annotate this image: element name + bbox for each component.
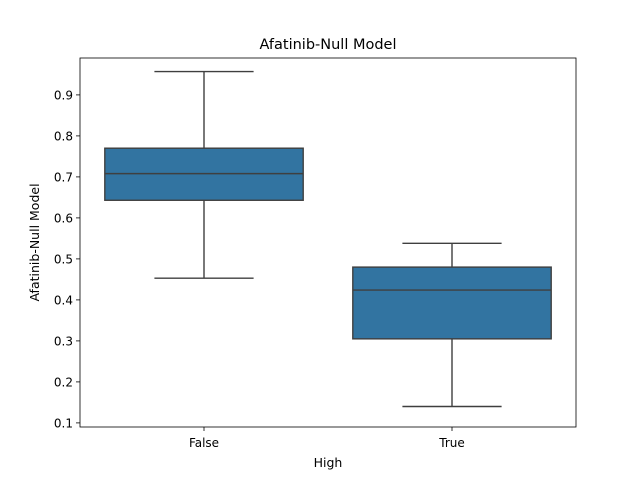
y-tick-label: 0.2 [54, 375, 73, 389]
plot-frame [79, 57, 577, 428]
x-tick-label: True [438, 436, 465, 450]
x-axis-ticks: False True [189, 427, 465, 450]
y-tick-label: 0.5 [54, 252, 73, 266]
interquartile-box [352, 266, 552, 340]
y-tick-label: 0.6 [54, 211, 73, 225]
y-tick-label: 0.7 [54, 170, 73, 184]
chart-title: Afatinib-Null Model [260, 37, 397, 53]
x-axis-label: High [314, 455, 343, 470]
y-tick-label: 0.1 [54, 416, 73, 430]
y-axis-ticks: 0.1 0.2 0.3 0.4 0.5 0.6 0.7 0.8 0.9 [54, 88, 80, 430]
y-tick-label: 0.8 [54, 129, 73, 143]
x-tick-label: False [189, 436, 219, 450]
plot-marks [104, 70, 552, 408]
y-tick-label: 0.3 [54, 334, 73, 348]
y-tick-label: 0.4 [54, 293, 73, 307]
box-true [352, 242, 552, 408]
y-tick-label: 0.9 [54, 88, 73, 102]
y-axis-label: Afatinib-Null Model [27, 183, 42, 301]
box-false [104, 70, 304, 279]
